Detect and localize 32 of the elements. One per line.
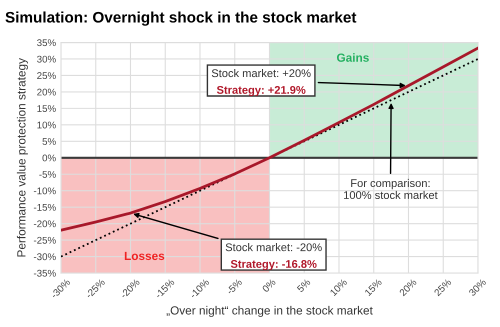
y-tick-label: 30%: [37, 56, 56, 63]
y-tick-label: 35%: [37, 39, 56, 46]
band-label: Losses: [124, 252, 164, 260]
y-tick-label: -35%: [34, 270, 56, 277]
line-series: [61, 46, 478, 232]
y-tick-label: 15%: [37, 105, 56, 112]
y-tick-label: -30%: [34, 253, 56, 260]
chart-title: Simulation: Overnight shock in the stock market: [5, 11, 356, 26]
annotation: Stock market: -20%: [226, 243, 322, 252]
x-tick-label: 0%: [262, 278, 276, 293]
x-tick-label: -5%: [226, 278, 242, 295]
annotation: Strategy: -16.8%: [230, 260, 317, 270]
x-tick-label: 15%: [364, 278, 382, 296]
y-tick-label: 0%: [42, 154, 56, 162]
y-tick-label: 20%: [37, 88, 56, 96]
y-axis-title: Performance value protection strategy: [16, 58, 28, 257]
band-label: Gains: [336, 53, 369, 62]
x-tick-label: 30%: [468, 278, 486, 296]
y-tick-label: 25%: [37, 72, 56, 80]
annotation: For comparison: 100% stock market: [344, 178, 438, 200]
x-tick-label: 10%: [330, 278, 348, 296]
y-tick-label: -10%: [34, 187, 56, 194]
y-tick-label: -5%: [39, 171, 56, 178]
y-tick-label: -15%: [34, 204, 56, 211]
x-tick-label: 5%: [296, 278, 311, 293]
y-tick-label: -20%: [34, 220, 56, 228]
y-tick-label: -25%: [34, 236, 56, 244]
annotation: Stock market: +20%: [212, 68, 311, 78]
x-axis-title: „Over night“ change in the stock market: [166, 306, 373, 317]
y-tick-label: 10%: [37, 122, 56, 128]
y-tick-label: 5%: [42, 138, 56, 145]
annotation: Strategy: +21.9%: [216, 86, 306, 96]
